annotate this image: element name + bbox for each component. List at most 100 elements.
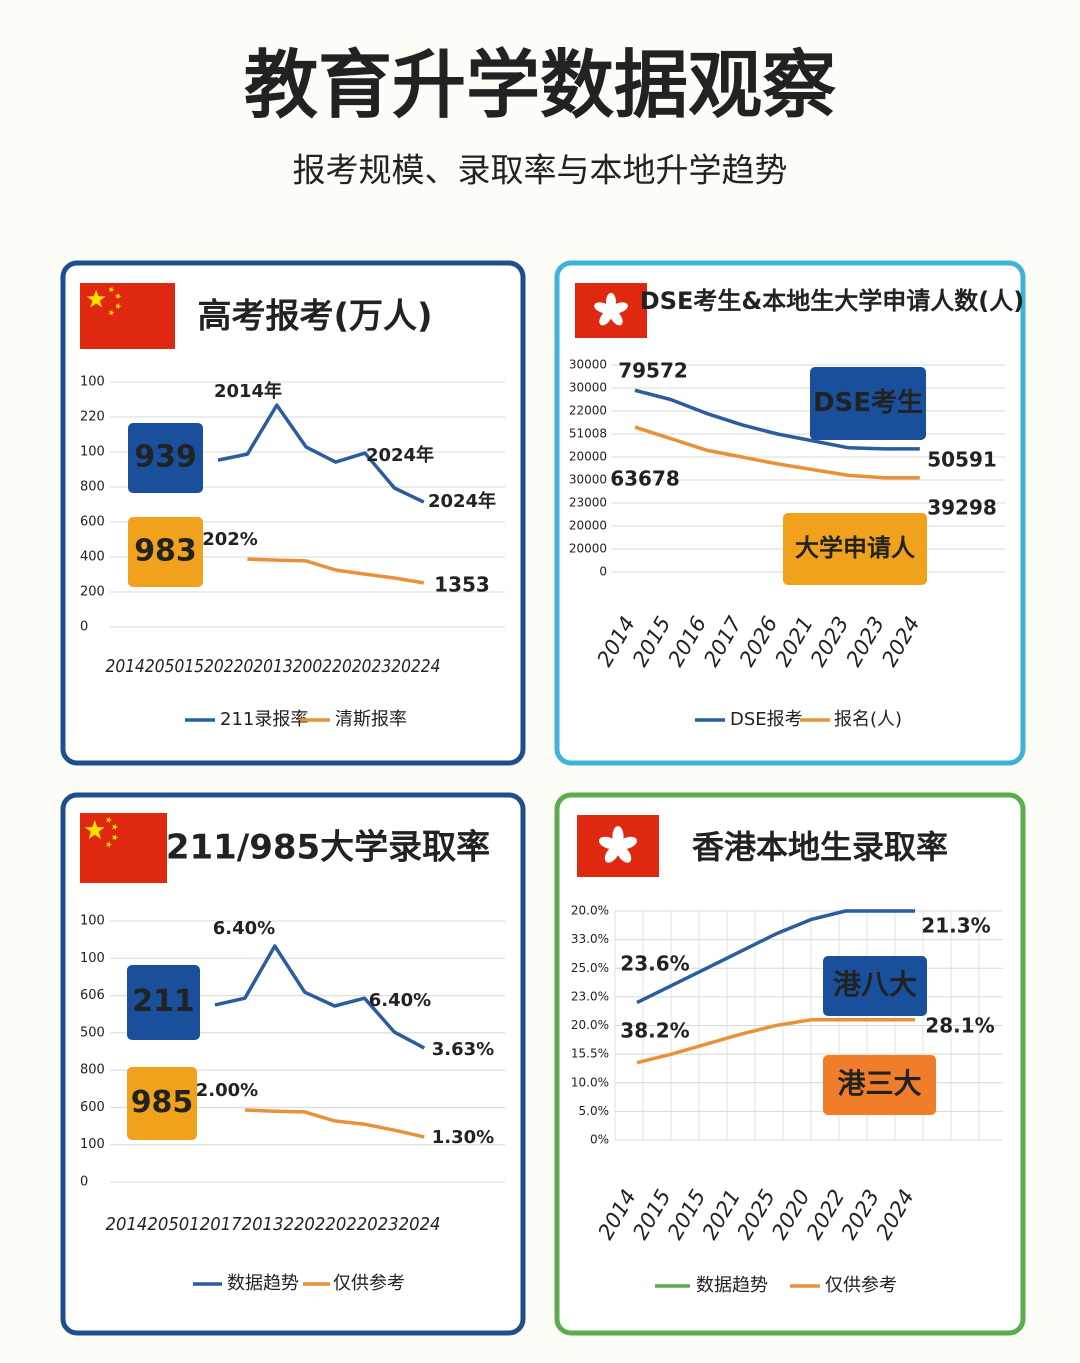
annotation: 21.3% [921,914,990,938]
series-line [247,557,425,585]
y-tick-label: 0 [80,620,88,635]
annotation-box-label: 大学申请人 [795,534,915,562]
legend-label: 数据趋势 [227,1273,299,1294]
series-line [634,388,920,451]
annotation-box [810,367,926,440]
legend-label: 仅供参考 [333,1273,405,1294]
y-tick-label: 0% [590,1133,609,1147]
annotation: 202% [202,529,258,550]
annotation-box [823,1055,936,1115]
annotation-box-label: 983 [134,534,197,569]
y-tick-label: 51008 [569,427,607,441]
card [554,792,1026,1336]
annotation: 3.63% [432,1039,494,1060]
annotation: 39298 [927,496,997,520]
y-tick-label: 500 [80,1025,105,1040]
chart-title: 香港本地生录取率 [692,828,948,866]
flag-star [108,286,115,293]
flag-petal [599,309,613,326]
flag-petal [604,845,620,863]
y-tick-label: 25.0% [571,961,609,975]
page-title: 教育升学数据观察 [244,43,836,129]
flag-petal [616,845,632,863]
series-line [634,425,920,480]
chart-title: DSE考生&本地生大学申请人数(人) [640,287,1024,315]
y-tick-label: 100 [80,1137,105,1152]
y-tick-label: 30000 [569,473,607,487]
series-line [214,944,426,1050]
y-tick-label: 800 [80,1063,105,1078]
y-tick-label: 100 [80,445,105,460]
flag-star [108,309,115,316]
y-tick-label: 220 [80,410,105,425]
flag-star [84,820,105,839]
annotation-box [128,423,203,493]
y-tick-label: 20000 [569,450,607,464]
page-subtitle: 报考规模、录取率与本地升学趋势 [293,151,788,190]
x-axis-text: 20142050120172013220220220232024 [106,1214,441,1235]
y-tick-label: 15.5% [571,1047,609,1061]
series-line [244,1108,425,1139]
series-line [217,403,425,504]
annotation-box [783,513,927,585]
legend-label: 211录报率 [220,709,308,730]
y-tick-label: 20.0% [571,1018,609,1032]
y-tick-label: 10.0% [571,1075,609,1089]
card [60,792,526,1336]
annotation-box [128,517,203,587]
y-tick-label: 20000 [569,519,607,533]
x-axis-text: 2014205015202202013200220202320224 [106,656,441,677]
annotation: 23.6% [620,952,689,976]
y-tick-label: 0 [80,1175,88,1190]
y-tick-label: 22000 [569,404,607,418]
legend-label: 报名(人) [834,709,902,730]
annotation: 28.1% [925,1014,994,1038]
y-tick-label: 30000 [569,381,607,395]
y-tick-label: 5.0% [579,1104,610,1118]
y-tick-label: 30000 [569,358,607,372]
flag-petal [609,309,623,326]
annotation: 1353 [434,573,490,597]
annotation: 2.00% [196,1080,258,1101]
annotation-box [127,1067,197,1140]
annotation: 2024年 [428,490,496,512]
flag-star [111,823,119,831]
y-tick-label: 23000 [569,496,607,510]
y-tick-label: 0 [599,565,607,579]
annotation: 79572 [618,359,688,383]
flag [80,283,175,349]
legend-label: 仅供参考 [825,1275,897,1296]
legend-label: DSE报考 [730,709,803,730]
flag-star [105,816,113,824]
annotation: 6.40% [369,990,431,1011]
y-tick-label: 600 [80,1100,105,1115]
flag-petal [594,302,612,314]
series-line [636,1018,915,1065]
flag-star [115,293,122,300]
y-tick-label: 400 [80,550,105,565]
annotation-box [823,956,927,1016]
y-tick-label: 200 [80,585,105,600]
annotation: 1.30% [432,1127,494,1148]
chart-title: 高考报考(万人) [197,297,432,337]
legend-label: 数据趋势 [696,1275,768,1296]
series-line [636,909,915,1005]
annotation-box-label: DSE考生 [813,388,923,418]
y-tick-label: 100 [80,375,105,390]
y-tick-label: 606 [80,988,105,1003]
annotation-box-label: 939 [134,440,197,475]
card [60,260,526,766]
legend-label: 清斯报率 [335,709,407,730]
annotation-box-label: 211 [132,984,195,1019]
annotation-box-label: 985 [131,1085,194,1120]
y-tick-label: 20.0% [571,904,609,918]
y-tick-label: 100 [80,951,105,966]
flag-star [111,834,119,841]
y-tick-label: 800 [80,480,105,495]
y-tick-label: 23.0% [571,989,609,1003]
annotation: 38.2% [620,1019,689,1043]
y-tick-label: 100 [80,914,105,929]
annotation: 63678 [610,467,680,491]
